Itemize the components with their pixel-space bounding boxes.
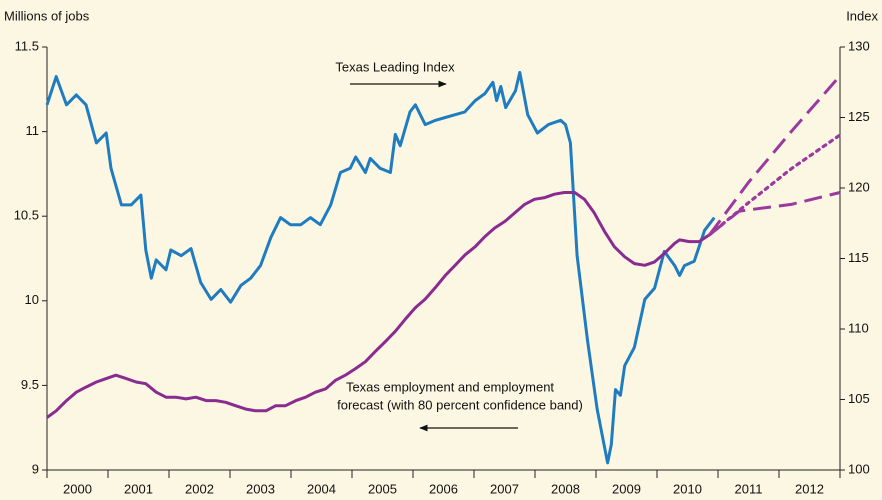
y2-axis-label: Index [846,8,878,23]
x-tick-label: 2011 [735,481,763,496]
y2-tick-label: 110 [848,320,869,335]
y2-tick-label: 120 [848,179,870,194]
y2-tick-label: 115 [848,250,869,265]
series-line [708,74,842,236]
y-tick-label: 9.5 [21,377,39,392]
y-tick-label: 9 [32,461,39,476]
y2-tick-label: 125 [848,109,870,124]
y2-tick-label: 100 [848,461,870,476]
y-tick-label: 11 [26,123,40,138]
y-axis-label: Millions of jobs [4,8,90,23]
series-line [708,191,841,236]
series-line [707,133,842,237]
annotation: Texas employment and employment [346,379,554,394]
y-tick-label: 11.5 [15,38,39,53]
x-tick-label: 2010 [673,481,702,496]
x-tick-label: 2001 [124,481,153,496]
annotation: Texas Leading Index [335,59,455,74]
y2-tick-label: 105 [848,391,870,406]
series-line [45,70,716,465]
x-tick-label: 2009 [612,481,641,496]
x-tick-label: 2003 [246,481,275,496]
x-tick-label: 2006 [429,481,458,496]
y-tick-label: 10.5 [14,208,39,223]
x-tick-label: 2004 [307,481,336,496]
annotation: forecast (with 80 percent confidence ban… [337,397,583,412]
x-tick-label: 2002 [185,481,214,496]
x-tick-label: 2005 [368,481,397,496]
x-tick-label: 2012 [795,481,824,496]
y2-tick-label: 130 [848,38,870,53]
y-tick-label: 10 [25,292,39,307]
series-line [46,191,711,419]
x-tick-label: 2007 [490,481,519,496]
x-tick-label: 2008 [551,481,580,496]
x-tick-label: 2000 [63,481,92,496]
